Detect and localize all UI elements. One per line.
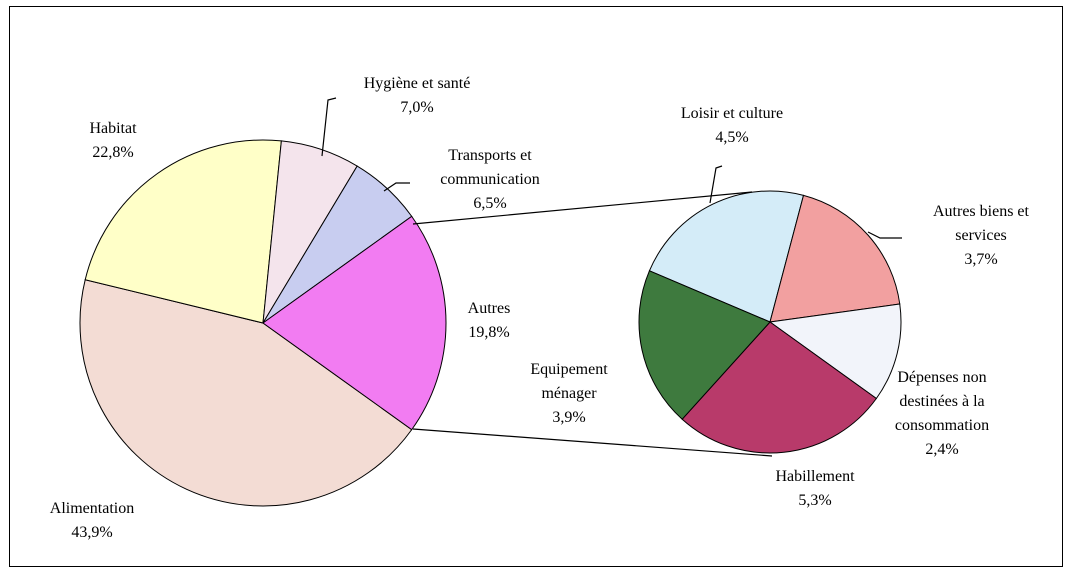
slice-label: Alimentation 43,9% — [22, 497, 162, 545]
leader-line — [383, 182, 410, 192]
slice-value: 7,0% — [400, 99, 434, 116]
slice-name: Equipement ménager — [530, 361, 608, 402]
slice-label: Habitat 22,8% — [63, 117, 163, 165]
slice-name: Loisir et culture — [680, 105, 784, 122]
slice-name: Autres — [467, 300, 511, 317]
slice-name: Transports et communication — [440, 147, 540, 188]
pie-slice — [84, 139, 282, 324]
slice-name: Hygiène et santé — [363, 75, 471, 92]
pie-slice — [262, 215, 447, 431]
pie-slice — [769, 194, 901, 323]
leader-line — [867, 231, 902, 239]
slice-label: Hygiène et santé 7,0% — [317, 72, 517, 120]
pie-slice — [648, 190, 805, 323]
slice-value: 19,8% — [468, 324, 510, 341]
leader-line — [709, 165, 723, 204]
slice-value: 3,7% — [964, 251, 998, 268]
slice-value: 2,4% — [925, 441, 959, 458]
pie-slice — [768, 303, 902, 400]
slice-label: Equipement ménager 3,9% — [514, 358, 624, 430]
slices — [79, 139, 902, 507]
slice-label: Autres 19,8% — [449, 297, 529, 345]
connector-line — [412, 191, 753, 225]
slice-value: 3,9% — [552, 409, 586, 426]
leader-line — [321, 97, 337, 157]
slice-value: 6,5% — [473, 195, 507, 212]
slice-label: Transports et communication 6,5% — [415, 144, 565, 216]
slice-value: 5,3% — [798, 492, 832, 509]
pie-slice — [79, 279, 413, 507]
slice-name: Alimentation — [49, 500, 135, 517]
slice-label: Autres biens et services 3,7% — [916, 200, 1046, 272]
connector-line — [412, 428, 773, 457]
slice-name: Dépenses non destinées à la consommation — [894, 369, 990, 434]
slice-value: 4,5% — [715, 129, 749, 146]
slice-label: Loisir et culture 4,5% — [652, 102, 812, 150]
slice-label: Dépenses non destinées à la consommation… — [867, 366, 1017, 462]
slice-name: Habillement — [775, 468, 855, 485]
slice-name: Habitat — [89, 120, 137, 137]
pie-slice — [681, 321, 878, 454]
connectors — [321, 97, 902, 457]
slice-name: Autres biens et services — [933, 203, 1029, 244]
slice-value: 43,9% — [71, 524, 113, 541]
slice-value: 22,8% — [92, 144, 134, 161]
pie-slice — [638, 270, 771, 420]
slice-label: Habillement 5,3% — [755, 465, 875, 513]
